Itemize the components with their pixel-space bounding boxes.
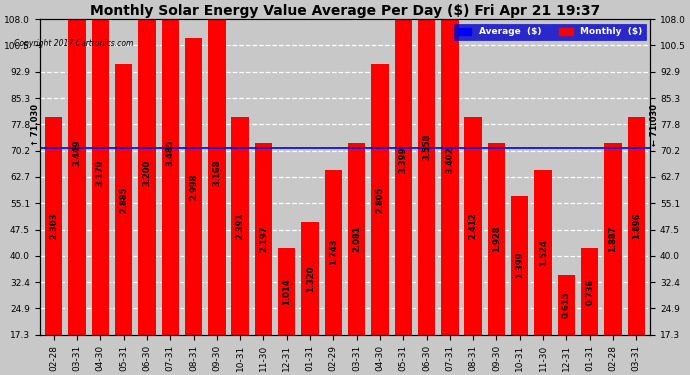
Text: 1.524: 1.524: [539, 239, 548, 266]
Text: 2.885: 2.885: [119, 186, 128, 213]
Text: 1.399: 1.399: [515, 252, 524, 279]
Text: 2.391: 2.391: [236, 213, 245, 239]
Bar: [92, 11, 109, 335]
Text: Copyright 2017 Cartronics.com: Copyright 2017 Cartronics.com: [14, 39, 133, 48]
Bar: [161, 0, 179, 335]
Bar: [534, 170, 552, 335]
Bar: [558, 274, 575, 335]
Text: ← 71.030: ← 71.030: [651, 104, 660, 146]
Text: 0.615: 0.615: [562, 291, 571, 318]
Bar: [68, 0, 86, 335]
Bar: [581, 248, 598, 335]
Text: 3.485: 3.485: [166, 140, 175, 166]
Text: 3.200: 3.200: [142, 160, 151, 186]
Text: 3.179: 3.179: [96, 160, 105, 186]
Bar: [185, 38, 202, 335]
Bar: [115, 64, 132, 335]
Bar: [302, 222, 319, 335]
Bar: [324, 170, 342, 335]
Text: 3.449: 3.449: [72, 140, 81, 166]
Bar: [278, 248, 295, 335]
Bar: [464, 117, 482, 335]
Bar: [231, 117, 249, 335]
Bar: [138, 12, 156, 335]
Legend: Average  ($), Monthly  ($): Average ($), Monthly ($): [454, 24, 646, 40]
Bar: [348, 143, 366, 335]
Text: 3.399: 3.399: [399, 147, 408, 173]
Title: Monthly Solar Energy Value Average Per Day ($) Fri Apr 21 19:37: Monthly Solar Energy Value Average Per D…: [90, 4, 600, 18]
Text: 1.743: 1.743: [329, 239, 338, 266]
Text: 2.412: 2.412: [469, 212, 477, 239]
Text: 1.928: 1.928: [492, 226, 501, 252]
Bar: [511, 196, 529, 335]
Text: 2.998: 2.998: [189, 173, 198, 200]
Text: 2.081: 2.081: [352, 226, 361, 252]
Text: 1.320: 1.320: [306, 265, 315, 292]
Text: 0.736: 0.736: [585, 278, 594, 305]
Bar: [208, 11, 226, 335]
Bar: [45, 117, 63, 335]
Text: 2.197: 2.197: [259, 226, 268, 252]
Bar: [371, 64, 388, 335]
Text: 1.896: 1.896: [632, 213, 641, 239]
Text: 2.805: 2.805: [375, 186, 384, 213]
Bar: [604, 143, 622, 335]
Text: 3.168: 3.168: [213, 160, 221, 186]
Text: 3.402: 3.402: [445, 147, 454, 173]
Bar: [441, 0, 459, 335]
Text: 1.014: 1.014: [282, 278, 291, 305]
Text: 3.558: 3.558: [422, 134, 431, 160]
Bar: [255, 143, 272, 335]
Bar: [627, 117, 645, 335]
Text: 2.303: 2.303: [49, 213, 58, 239]
Bar: [488, 143, 505, 335]
Bar: [395, 0, 412, 335]
Text: 1.887: 1.887: [609, 226, 618, 252]
Bar: [418, 0, 435, 335]
Text: ↑ 71.030: ↑ 71.030: [30, 104, 39, 146]
